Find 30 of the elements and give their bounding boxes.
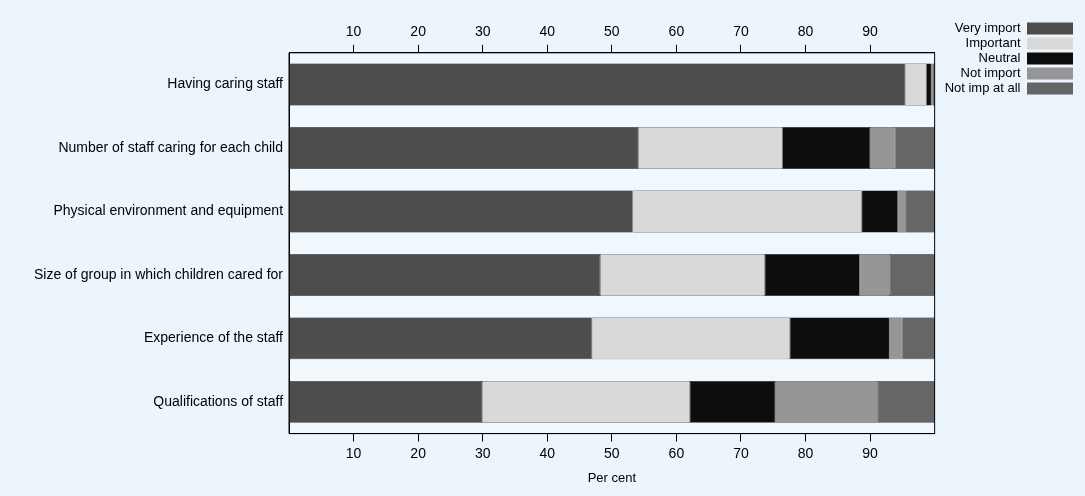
legend-label: Very import (954, 20, 1021, 36)
x2-tick-label: 20 (410, 23, 427, 40)
legend-label: Not import (960, 65, 1021, 81)
y-tick-label: Number of staff caring for each child (58, 138, 284, 155)
x-tick-label: 30 (474, 444, 491, 461)
x2-tick-label: 50 (604, 23, 620, 40)
x-tick-label: 70 (733, 444, 749, 461)
x-tick-label: 20 (410, 444, 427, 461)
legend-label: Neutral (978, 50, 1021, 66)
x2-tick-label: 40 (539, 23, 556, 40)
x-tick-label: 90 (862, 444, 879, 461)
legend-label: Not imp at all (944, 80, 1021, 96)
x-tick-label: 10 (345, 444, 362, 461)
x-axis-title: Per cent (587, 469, 637, 485)
x2-tick-label: 80 (797, 23, 814, 40)
x-tick-label: 80 (797, 444, 814, 461)
y-tick-label: Size of group in which children cared for (33, 265, 284, 282)
x2-tick-label: 60 (668, 23, 685, 40)
y-tick-label: Physical environment and equipment (53, 202, 284, 219)
x2-tick-label: 30 (474, 23, 491, 40)
x-tick-label: 50 (604, 444, 620, 461)
legend-label: Important (965, 35, 1021, 51)
x2-tick-label: 70 (733, 23, 749, 40)
x2-tick-label: 90 (862, 23, 879, 40)
x-tick-label: 60 (668, 444, 685, 461)
x-tick-label: 40 (539, 444, 556, 461)
y-tick-label: Having caring staff (167, 75, 284, 92)
y-tick-label: Qualifications of staff (153, 392, 284, 409)
y-tick-label: Experience of the staff (143, 329, 284, 346)
x2-tick-label: 10 (345, 23, 362, 40)
